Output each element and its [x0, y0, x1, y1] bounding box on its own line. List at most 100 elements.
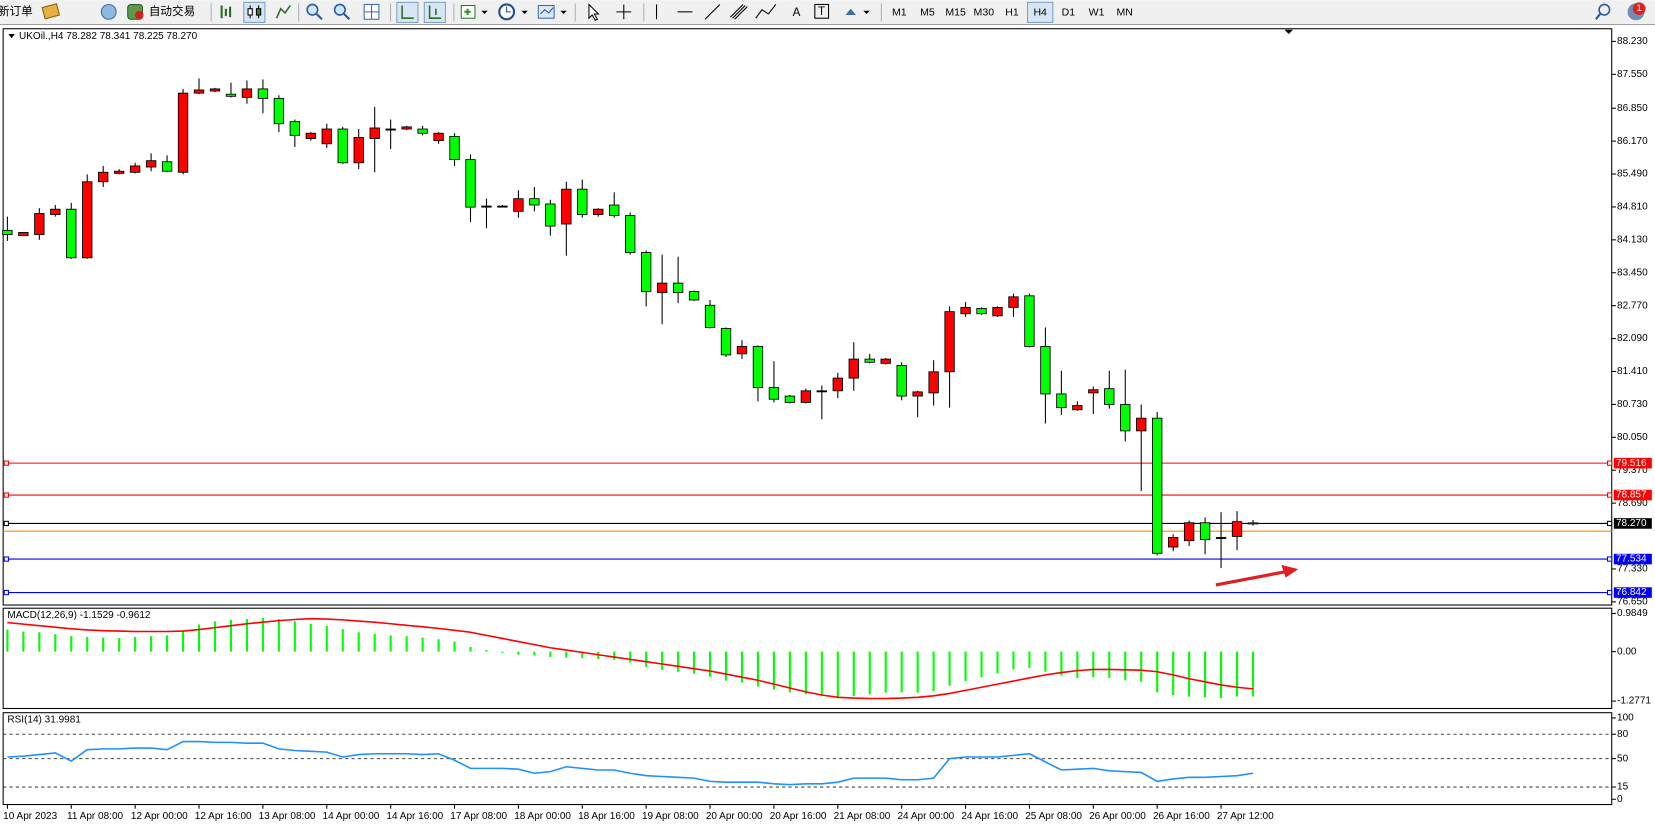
candle-body: [1167, 537, 1179, 548]
rsi-title: RSI(14) 31.9981: [7, 715, 81, 726]
market-icon[interactable]: [100, 3, 117, 20]
autoscroll-button[interactable]: [396, 1, 419, 23]
candle-body: [768, 387, 780, 400]
y-tick-label: 50: [1617, 753, 1629, 764]
shift-button[interactable]: [423, 1, 446, 23]
chart-title: UKOil.,H4 78.282 78.341 78.225 78.270: [19, 31, 198, 42]
x-tick-label: 14 Apr 00:00: [323, 811, 380, 822]
candle-body: [129, 165, 141, 173]
dropdown-arrow[interactable]: [521, 10, 528, 14]
level-label-bg: [1613, 489, 1652, 501]
candle-body: [305, 132, 316, 139]
clock-hands: [506, 6, 511, 13]
x-tick-label: 18 Apr 16:00: [578, 811, 635, 822]
level-handle: [1606, 520, 1613, 527]
x-tick-label: 25 Apr 08:00: [1025, 811, 1082, 822]
candle-body: [209, 88, 221, 92]
channel-button[interactable]: [730, 4, 748, 20]
history-icon[interactable]: [41, 3, 61, 20]
candle-body: [864, 358, 875, 363]
arrows-button[interactable]: [845, 8, 856, 16]
timeframe-button[interactable]: MN: [1117, 7, 1133, 19]
timeframe-button[interactable]: W1: [1089, 7, 1105, 19]
level-handle: [3, 460, 9, 466]
label-button[interactable]: [814, 3, 830, 19]
candle-body: [2, 229, 13, 235]
y-tick-label: 79.370: [1617, 465, 1648, 476]
candle-body: [321, 128, 332, 145]
line-chart-button[interactable]: [275, 5, 291, 19]
timeframe-button[interactable]: M30: [974, 7, 995, 19]
annotation-arrowhead: [1281, 564, 1299, 578]
y-tick-label: 15: [1617, 782, 1629, 793]
candle-body: [561, 188, 572, 225]
trendline-button[interactable]: [704, 4, 721, 20]
x-tick-label: 24 Apr 00:00: [897, 811, 954, 822]
timeframe-button[interactable]: H4: [1033, 7, 1047, 19]
candle-body: [752, 346, 764, 389]
candle-body: [114, 170, 125, 174]
candle-body: [481, 205, 492, 208]
y-tick-label: 80.730: [1617, 399, 1648, 410]
dropdown-arrow[interactable]: [560, 10, 567, 14]
candle-body: [66, 208, 77, 259]
y-tick-label: 82.090: [1617, 333, 1648, 344]
x-tick-label: 21 Apr 08:00: [834, 811, 891, 822]
candle-body: [433, 132, 444, 142]
candle-body: [529, 198, 540, 206]
candle-body: [1088, 389, 1099, 394]
dropdown-arrow[interactable]: [481, 10, 488, 14]
x-tick-label: 12 Apr 16:00: [195, 811, 252, 822]
level-label-bg: [1613, 518, 1652, 529]
timeframe-bar: M1 M5 M15 M30 H1 H4 D1 W1 MN: [892, 1, 1133, 23]
y-tick-label: 0: [1617, 794, 1623, 805]
y-tick-label: 80: [1617, 729, 1629, 740]
zoom-in-button[interactable]: [306, 3, 319, 16]
x-tick-label: 27 Apr 12:00: [1217, 811, 1274, 822]
candle-body: [353, 137, 364, 164]
level-handle: [1606, 589, 1613, 596]
candle-body: [1215, 537, 1227, 539]
crosshair-button[interactable]: [616, 4, 632, 20]
candle-body: [800, 390, 812, 403]
candle-body: [50, 208, 61, 215]
templates-button[interactable]: [537, 4, 555, 19]
fibo-button[interactable]: [755, 4, 777, 19]
candle-body: [960, 306, 971, 315]
chart-shift-marker[interactable]: [1284, 29, 1293, 35]
candle-icon: [247, 8, 253, 16]
timeframe-button[interactable]: D1: [1062, 7, 1076, 19]
new-order-button[interactable]: 新订单: [0, 4, 33, 18]
auto-trading-button[interactable]: 自动交易: [149, 4, 195, 18]
level-label-bg: [1613, 587, 1652, 598]
x-tick-label: 10 Apr 2023: [3, 811, 57, 822]
x-tick-label: 20 Apr 16:00: [770, 811, 827, 822]
notification-badge: [1632, 2, 1646, 16]
level-handle: [1606, 556, 1613, 562]
zoom-handle: [315, 13, 323, 20]
x-tick-label: 19 Apr 08:00: [642, 811, 699, 822]
cursor-button[interactable]: [588, 3, 600, 21]
signal-line: [7, 617, 1254, 700]
search-button[interactable]: [1598, 3, 1611, 16]
timeframe-button[interactable]: M1: [892, 7, 907, 19]
candle-body: [369, 127, 380, 139]
y-tick-label: 84.810: [1617, 202, 1648, 213]
chart-menu-arrow[interactable]: [8, 34, 15, 39]
candle-body: [880, 358, 891, 364]
level-label: 78.857: [1616, 490, 1647, 501]
candle-body: [257, 88, 269, 99]
bar-chart-button[interactable]: [220, 5, 232, 19]
timeframe-button[interactable]: M15: [945, 7, 966, 19]
timeframe-button[interactable]: M5: [920, 7, 935, 19]
auto-trading-status: [135, 10, 144, 20]
text-button[interactable]: A: [793, 6, 801, 19]
x-tick-label: 18 Apr 00:00: [514, 811, 571, 822]
dropdown-arrow[interactable]: [863, 10, 870, 14]
candle-button-active[interactable]: [243, 1, 266, 23]
timeframe-button[interactable]: H1: [1005, 7, 1019, 19]
zoom-out-button[interactable]: [333, 3, 346, 16]
notification-count: 1: [1637, 3, 1642, 14]
candle-body: [449, 135, 460, 161]
